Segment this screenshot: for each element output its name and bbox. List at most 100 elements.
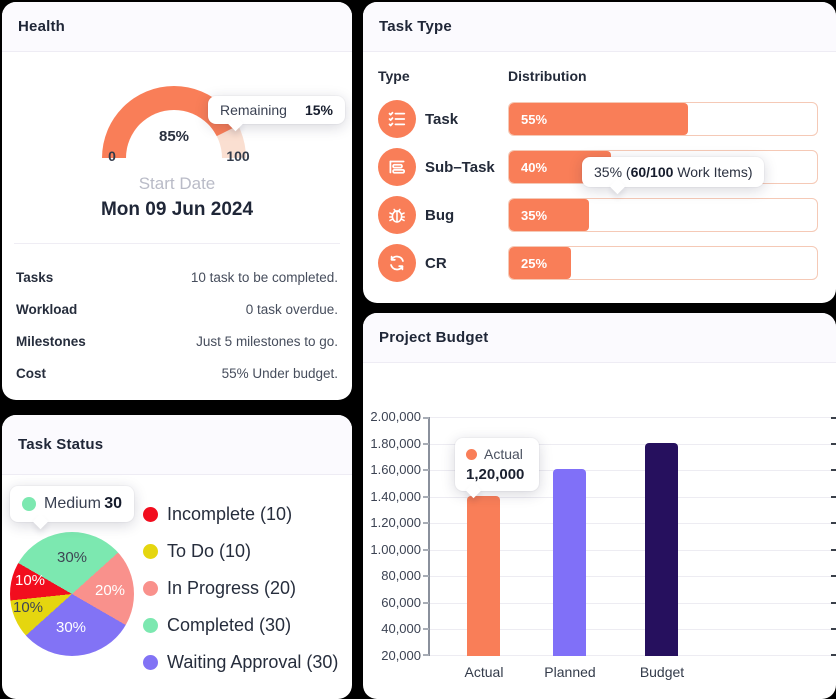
task-type-label: Task [425,110,459,128]
distribution-bar-track[interactable]: 55% [508,102,818,136]
legend-item-waiting-approval[interactable]: Waiting Approval (30) [143,650,338,674]
task-status-pie-chart[interactable] [10,532,134,656]
task-type-label: CR [425,254,447,272]
gauge-value: 85% [158,128,190,145]
budget-plot-area: Actual Planned Budget [423,417,836,680]
right-axis-tick [831,469,836,471]
legend-dot [143,506,158,522]
gridline [430,497,835,498]
gridline [430,603,835,604]
gridline [430,655,835,656]
y-axis-tick-label: 1.20,000 [370,515,421,530]
legend-dot [143,580,158,596]
distribution-bar-fill[interactable]: 35% [509,199,590,231]
y-axis-tick-label: 1.60,000 [370,462,421,477]
y-axis-tick [423,654,429,656]
y-axis-tick-label: 1.80,000 [370,436,421,451]
y-axis-tick-label: 80,000 [381,568,421,583]
task-status-header: Task Status [2,415,352,475]
y-axis-tick-label: 1.00,000 [370,542,421,557]
x-axis-label-budget: Budget [639,664,685,680]
start-date-value: Mon 09 Jun 2024 [100,199,254,220]
y-axis-tick [423,469,429,471]
y-axis-tick-label: 2.00,000 [370,409,421,424]
gauge-max-label: 100 [226,148,250,164]
gridline [430,523,835,524]
distribution-bar-fill[interactable]: 25% [509,247,571,279]
tooltip-label: Medium [44,495,101,512]
legend-label: To Do (10) [167,540,252,561]
gauge-min-label: 0 [108,148,116,164]
task-type-row: Bug 35% [378,191,818,239]
bar-planned[interactable] [553,469,586,656]
legend-label: In Progress (20) [167,577,297,598]
stat-label: Cost [16,365,46,381]
bar-budget[interactable] [645,443,678,656]
tooltip-series-dot [22,497,36,511]
legend-label: Incomplete (10) [167,503,293,524]
task-type-label: Bug [425,206,455,224]
task-type-label: Sub–Task [425,158,495,176]
task-type-tooltip: 35% (60/100 Work Items) [582,157,765,195]
stat-label: Milestones [16,333,86,349]
legend-item-incomplete[interactable]: Incomplete (10) [143,502,292,526]
gridline [430,629,835,630]
task-type-row: Sub–Task 40% [378,143,818,191]
right-axis-tick [831,443,836,445]
tooltip-text: 35% ( [594,164,631,180]
pie-slice-label-completed: 30% [56,549,88,566]
task-status-panel: Task Status Medium 30 30% 20% 30% 10% 10… [2,415,352,699]
change-request-icon [378,244,416,282]
start-date-label: Start Date [138,174,216,193]
bug-icon [378,196,416,234]
project-budget-header: Project Budget [363,313,836,363]
y-axis-tick [423,575,429,577]
pie-slice-label-to-do: 10% [12,599,44,616]
tooltip-series-label: Actual [484,446,523,462]
stat-value: Just 5 milestones to go. [196,333,338,349]
tooltip-series-dot [466,448,477,460]
y-axis-tick-label: 60,000 [381,595,421,610]
legend-item-to-do[interactable]: To Do (10) [143,539,251,563]
stat-row-tasks: Tasks 10 task to be completed. [16,266,338,288]
right-axis-tick [831,628,836,630]
gridline [430,550,835,551]
y-axis-tick [423,496,429,498]
budget-tooltip: Actual 1,20,000 [455,438,539,499]
task-type-row: CR 25% [378,239,818,287]
task-type-row: Task 55% [378,95,818,143]
project-budget-title: Project Budget [379,329,489,346]
tooltip-value: 30 [104,495,122,512]
legend-label: Waiting Approval (30) [167,651,339,672]
gauge-tooltip-label: Remaining [220,102,287,118]
task-type-panel: Task Type Type Distribution Task 55% Sub… [363,2,836,303]
legend-dot [143,543,158,559]
y-axis-tick [423,549,429,551]
subtask-icon [378,148,416,186]
right-axis-tick [831,602,836,604]
y-axis-tick [423,522,429,524]
pie-tooltip: Medium 30 [10,486,134,530]
pie-slice-label-waiting-approval: 30% [55,619,87,636]
legend-item-in-progress[interactable]: In Progress (20) [143,576,296,600]
gauge-tooltip-value: 15% [304,102,333,118]
task-type-title: Task Type [379,18,452,35]
column-header-type: Type [378,68,410,84]
right-axis-tick [831,654,836,656]
gauge-tooltip: Remaining 15% [208,96,345,132]
tooltip-value: 60/100 [630,164,674,180]
distribution-bar-track[interactable]: 25% [508,246,818,280]
gridline [430,576,835,577]
y-axis-tick [423,443,429,445]
gridline [430,444,835,445]
right-axis-tick [831,522,836,524]
distribution-bar-track[interactable]: 35% [508,198,818,232]
pie-slice-label-in-progress: 20% [94,582,126,599]
divider [14,243,340,244]
distribution-bar-fill[interactable]: 55% [509,103,688,135]
bar-actual[interactable] [467,496,500,656]
y-axis-tick-label: 20,000 [381,648,421,663]
gridline [430,417,835,418]
stat-value: 10 task to be completed. [190,269,338,285]
legend-item-completed[interactable]: Completed (30) [143,613,291,637]
